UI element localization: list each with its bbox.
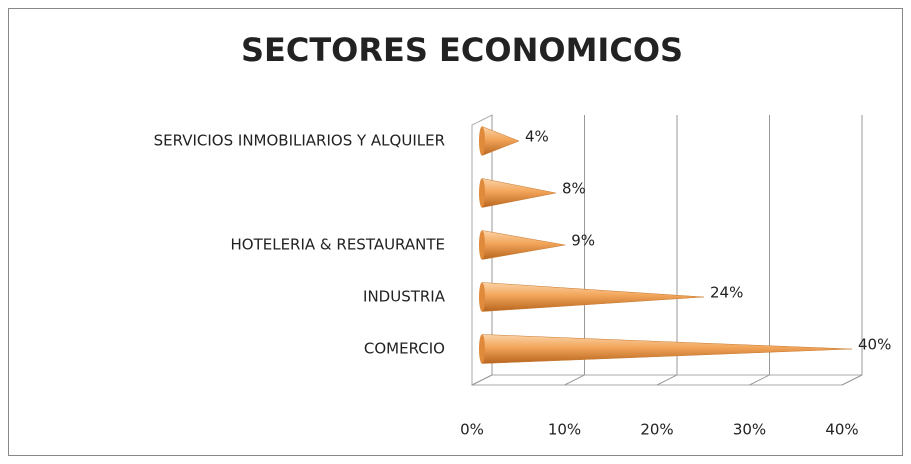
x-tick-label: 20% xyxy=(640,421,673,439)
category-label: SERVICIOS INMOBILIARIOS Y ALQUILER xyxy=(154,132,445,150)
cone-base xyxy=(479,282,485,312)
cone-base xyxy=(479,178,485,208)
grid-line xyxy=(749,115,770,386)
grid-line xyxy=(656,115,678,386)
value-label: 24% xyxy=(710,284,743,302)
cone-base xyxy=(479,230,485,260)
value-label: 4% xyxy=(525,128,549,146)
value-label: 8% xyxy=(562,180,586,198)
x-tick-label: 30% xyxy=(733,421,766,439)
cone-base xyxy=(479,126,485,156)
value-label: 40% xyxy=(858,336,891,354)
value-label: 9% xyxy=(571,232,595,250)
chart-title: SECTORES ECONOMICOS xyxy=(241,31,683,69)
category-label: INDUSTRIA xyxy=(363,288,446,306)
x-tick-label: 40% xyxy=(825,421,858,439)
grid-line xyxy=(841,115,863,386)
category-label: HOTELERIA & RESTAURANTE xyxy=(231,236,446,254)
x-tick-label: 10% xyxy=(548,421,581,439)
cone-base xyxy=(479,334,485,364)
chart-border xyxy=(8,8,903,456)
grid-line xyxy=(564,115,585,386)
x-tick-label: 0% xyxy=(460,421,484,439)
category-label: COMERCIO xyxy=(364,340,445,358)
